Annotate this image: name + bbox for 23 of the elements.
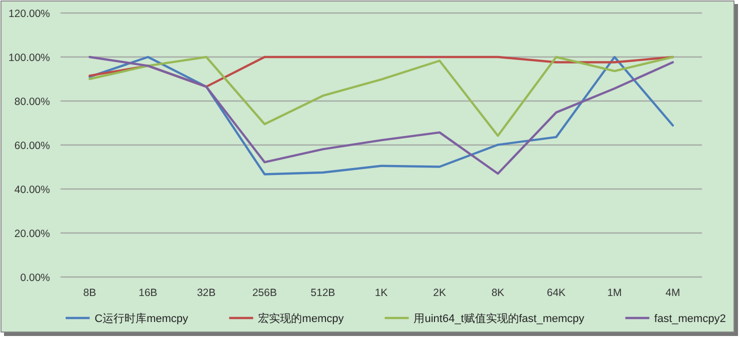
y-tick-label: 0.00% <box>20 272 50 284</box>
x-tick-label: 8B <box>83 287 96 299</box>
y-tick-label: 40.00% <box>14 184 50 196</box>
y-tick-label: 100.00% <box>8 52 50 64</box>
x-tick-label: 256B <box>252 287 277 299</box>
x-tick-label: 1K <box>374 287 388 299</box>
legend-label: 宏实现的memcpy <box>258 312 344 325</box>
y-tick-label: 60.00% <box>14 140 50 152</box>
line-series <box>88 56 674 137</box>
x-tick-label: 8K <box>491 287 504 299</box>
x-tick-label: 16B <box>138 287 158 299</box>
y-tick-label: 80.00% <box>14 96 50 108</box>
legend-label: C运行时库memcpy <box>94 312 189 325</box>
legend-label: 用uint64_t赋值实现的fast_memcpy <box>414 312 585 325</box>
x-tick-label: 64K <box>546 287 566 299</box>
x-tick-label: 1M <box>607 287 622 299</box>
x-tick-label: 32B <box>196 287 216 299</box>
x-tick-label: 2K <box>433 287 446 299</box>
legend-label: fast_memcpy2 <box>654 313 726 325</box>
x-tick-label: 4M <box>666 287 680 299</box>
x-tick-label: 512B <box>310 287 336 299</box>
y-tick-label: 120.00% <box>8 8 50 20</box>
y-tick-label: 20.00% <box>14 228 50 240</box>
